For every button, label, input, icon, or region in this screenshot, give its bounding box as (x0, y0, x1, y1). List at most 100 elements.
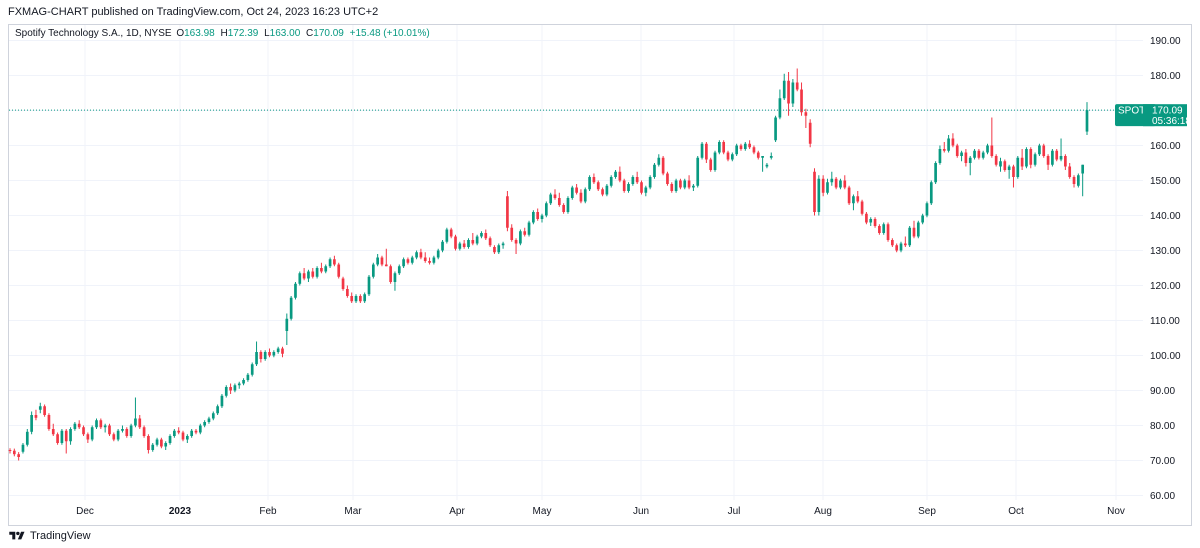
candle-body (553, 194, 557, 198)
candle-body (908, 227, 912, 246)
candle-body (289, 297, 293, 319)
candle-body (190, 430, 194, 436)
candle-body (441, 241, 444, 251)
candle-body (795, 82, 799, 90)
candle-body (160, 439, 163, 447)
time-axis: Dec 2023 Feb Mar Apr May Jun Jul Aug Sep Oct Nov (76, 506, 1125, 517)
low-value: 163.00 (269, 28, 301, 39)
candle-body (830, 178, 834, 183)
candle-body (17, 454, 20, 457)
open-key: O (176, 28, 185, 39)
x-tick-label: Apr (449, 506, 465, 517)
candle-body (1085, 110, 1089, 132)
candle-body (436, 250, 440, 258)
candle-body (596, 182, 600, 190)
candle-body (406, 259, 410, 263)
y-tick-label: 80.00 (1150, 421, 1175, 432)
candle-body (856, 196, 860, 202)
candle-body (294, 283, 297, 298)
candle-body (125, 429, 129, 436)
candle-body (523, 231, 527, 235)
tradingview-logo[interactable]: TradingView (8, 528, 91, 544)
candle-body (337, 264, 341, 277)
candle-body (769, 156, 773, 158)
candle-body (69, 429, 72, 442)
x-tick-label: Nov (1107, 506, 1125, 517)
candle-body (281, 348, 284, 354)
candle-body (878, 226, 881, 233)
candle-body (683, 180, 687, 188)
candle-body (947, 138, 950, 151)
candle-body (1064, 156, 1067, 167)
candle-body (977, 150, 981, 158)
candle-body (640, 182, 643, 193)
candle-body (346, 289, 349, 296)
candle-body (942, 149, 946, 151)
candle-body (938, 149, 942, 163)
candle-body (752, 147, 756, 153)
x-tick-label: Dec (76, 506, 94, 517)
candle-body (129, 425, 133, 436)
candle-body (475, 236, 479, 244)
candle-body (519, 231, 522, 244)
chart-frame (8, 24, 1192, 526)
candle-body (138, 418, 142, 428)
candle-body (359, 296, 362, 302)
candle-body (756, 152, 760, 158)
price-tag-price: 170.09 (1152, 106, 1183, 117)
candle-series (8, 68, 1089, 461)
candle-body (86, 434, 90, 440)
candle-body (367, 276, 371, 295)
candle-body (960, 152, 963, 156)
candle-body (164, 443, 168, 447)
candle-body (142, 427, 146, 436)
candle-body (415, 252, 418, 258)
candle-body (527, 222, 531, 235)
candle-body (951, 138, 955, 146)
candle-body (259, 352, 263, 359)
candle-body (298, 273, 302, 284)
candle-body (64, 430, 68, 442)
y-tick-label: 150.00 (1150, 176, 1181, 187)
candle-body (990, 145, 994, 156)
candle-body (488, 238, 492, 246)
candle-body (384, 264, 388, 267)
candle-body (363, 294, 367, 302)
candle-body (635, 177, 639, 183)
candle-body (432, 257, 436, 263)
candle-body (134, 418, 137, 426)
candle-body (155, 439, 159, 445)
candle-body (748, 143, 751, 148)
candle-body (311, 271, 315, 277)
candle-body (203, 422, 206, 426)
publish-caption: FXMAG-CHART published on TradingView.com… (8, 6, 379, 18)
price-tag-ticker: SPOT (1118, 106, 1145, 117)
candle-body (609, 177, 613, 186)
candle-body (570, 187, 574, 198)
candle-body (826, 182, 829, 193)
candle-body (891, 240, 894, 246)
candle-body (700, 143, 704, 158)
candle-body (90, 427, 94, 440)
candle-body (687, 180, 691, 188)
candle-body (644, 187, 648, 193)
candle-body (393, 273, 397, 282)
candle-body (968, 157, 972, 163)
candle-body (263, 352, 267, 359)
candle-body (787, 80, 790, 104)
candle-body (544, 203, 548, 216)
candle-body (380, 257, 384, 265)
candle-body (350, 296, 354, 302)
y-tick-label: 140.00 (1150, 211, 1181, 222)
candle-body (955, 145, 959, 156)
y-tick-label: 60.00 (1150, 491, 1175, 502)
symbol-label: Spotify Technology S.A., 1D, NYSE (15, 28, 172, 39)
candle-body (847, 187, 851, 204)
candle-body (999, 161, 1002, 167)
candle-body (674, 180, 678, 191)
candle-body (800, 89, 803, 113)
candle-body (614, 171, 617, 177)
candle-body (627, 184, 630, 191)
candle-body (739, 145, 743, 149)
